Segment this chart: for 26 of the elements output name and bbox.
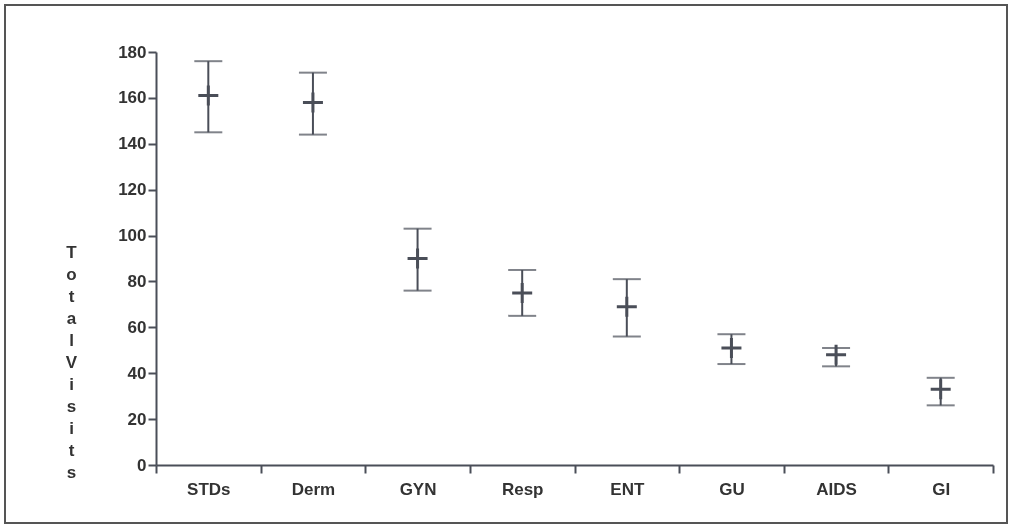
x-tick-label: Derm: [291, 479, 336, 499]
y-tick-label: 140: [118, 134, 147, 154]
x-tick-label: GI: [932, 479, 951, 499]
y-tick-label: 120: [118, 180, 147, 200]
text: Total Visits: [65, 242, 78, 482]
x-tick-label: GU: [719, 479, 745, 499]
x-tick-label: GYN: [399, 479, 437, 499]
y-tick-label: 100: [118, 226, 147, 246]
point: [301, 90, 325, 114]
y-tick-label: 0: [137, 455, 147, 475]
x-tick-label: AIDS: [816, 479, 857, 499]
point: [510, 281, 534, 305]
x-tick-label: Resp: [501, 479, 544, 499]
y-tick-label: 180: [118, 42, 147, 62]
x-tick-label: STDs: [187, 479, 231, 499]
y-tick-label: 80: [127, 271, 147, 291]
y-tick-label: 60: [127, 317, 147, 337]
point: [196, 84, 220, 108]
point: [719, 336, 743, 360]
point: [406, 247, 430, 270]
y-tick-label: 160: [118, 88, 147, 108]
point: [615, 295, 639, 319]
x-tick-label: ENT: [610, 479, 645, 499]
y-tick-label: 40: [127, 363, 147, 383]
point: [929, 377, 953, 401]
y-tick-label: 20: [127, 409, 147, 429]
